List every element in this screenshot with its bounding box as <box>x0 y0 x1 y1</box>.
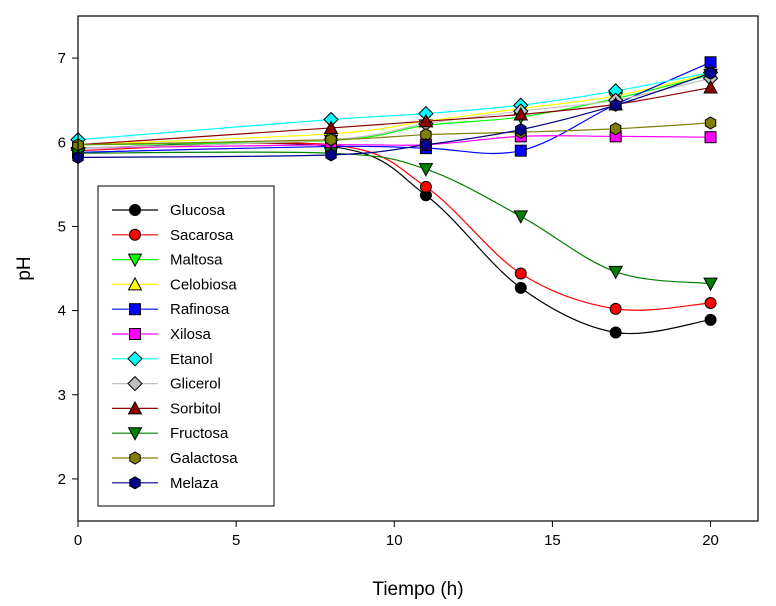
y-tick-label: 6 <box>58 134 66 151</box>
data-point <box>515 123 527 137</box>
legend: Glucosa Sacarosa Maltosa Celobiosa Rafinosa X… <box>97 185 275 507</box>
legend-label: Glucosa <box>170 202 226 219</box>
legend-label: Celobiosa <box>170 276 237 293</box>
data-point <box>513 210 529 224</box>
data-point <box>419 180 432 193</box>
y-tick-label: 4 <box>58 303 66 320</box>
x-axis-title: Tiempo (h) <box>372 579 463 600</box>
x-tick-label: 20 <box>702 532 719 549</box>
data-point <box>703 79 718 94</box>
legend-label: Sacarosa <box>170 227 234 244</box>
series-melaza <box>72 66 717 164</box>
legend-marker <box>129 204 141 216</box>
data-point <box>609 98 622 112</box>
legend-item: Rafinosa <box>112 301 230 318</box>
legend-item: Glicerol <box>112 376 221 393</box>
data-point <box>703 277 718 292</box>
legend-item: Fructosa <box>112 425 229 442</box>
data-point <box>514 267 527 280</box>
legend-label: Maltosa <box>170 252 223 269</box>
data-point <box>704 66 717 80</box>
legend-item: Sorbitol <box>112 400 221 417</box>
data-point <box>420 138 432 152</box>
data-point <box>514 281 527 294</box>
axes-layer: 0 5 10 15 20 2 3 4 5 6 7 <box>58 50 719 549</box>
legend-marker <box>127 276 143 291</box>
data-point <box>609 326 622 339</box>
data-point <box>418 163 434 177</box>
legend-label: Melaza <box>170 475 219 492</box>
data-point <box>704 131 717 144</box>
legend-marker <box>129 303 141 316</box>
y-tick-label: 2 <box>58 471 66 488</box>
data-point <box>608 265 624 280</box>
legend-marker <box>127 253 143 268</box>
data-point <box>704 313 717 326</box>
y-tick-label: 7 <box>58 50 66 67</box>
legend-item: Melaza <box>112 475 219 492</box>
legend-item: Galactosa <box>112 450 238 467</box>
x-tick-label: 10 <box>386 532 403 549</box>
legend-label: Rafinosa <box>170 301 230 318</box>
y-axis-title: pH <box>14 256 35 280</box>
legend-marker <box>129 228 141 241</box>
data-point <box>513 106 529 121</box>
plot-frame <box>77 15 759 522</box>
x-tick-label: 15 <box>544 532 561 549</box>
series-line <box>77 72 711 158</box>
legend-label: Sorbitol <box>170 400 221 417</box>
legend-item: Maltosa <box>112 252 223 269</box>
series-layer <box>70 56 719 339</box>
legend-item: Glucosa <box>112 202 226 219</box>
x-tick-label: 5 <box>232 532 240 549</box>
legend-marker <box>127 427 143 441</box>
legend-label: Glicerol <box>170 376 221 393</box>
legend-label: Etanol <box>170 351 213 368</box>
y-tick-label: 3 <box>58 387 66 404</box>
legend-marker <box>129 451 141 465</box>
data-point <box>325 133 337 147</box>
legend-item: Etanol <box>112 351 213 368</box>
legend-item: Sacarosa <box>112 227 234 244</box>
data-point <box>609 302 622 315</box>
data-point <box>514 144 527 157</box>
legend-marker <box>127 351 143 367</box>
data-point <box>418 113 434 128</box>
legend-label: Xilosa <box>170 326 212 343</box>
legend-box <box>97 185 275 507</box>
legend-label: Galactosa <box>170 450 238 467</box>
data-point <box>704 297 717 310</box>
data-point <box>704 116 717 130</box>
legend-marker <box>129 476 141 490</box>
legend-item: Celobiosa <box>112 276 237 293</box>
data-point <box>609 122 622 136</box>
data-point <box>325 148 337 162</box>
legend-label: Fructosa <box>170 425 229 442</box>
x-tick-label: 0 <box>74 532 82 549</box>
legend-item: Xilosa <box>112 326 212 343</box>
legend-marker <box>127 400 143 415</box>
y-tick-label: 5 <box>58 218 66 235</box>
legend-marker <box>129 328 141 340</box>
legend-marker <box>127 375 143 392</box>
series-fructosa <box>70 147 718 292</box>
